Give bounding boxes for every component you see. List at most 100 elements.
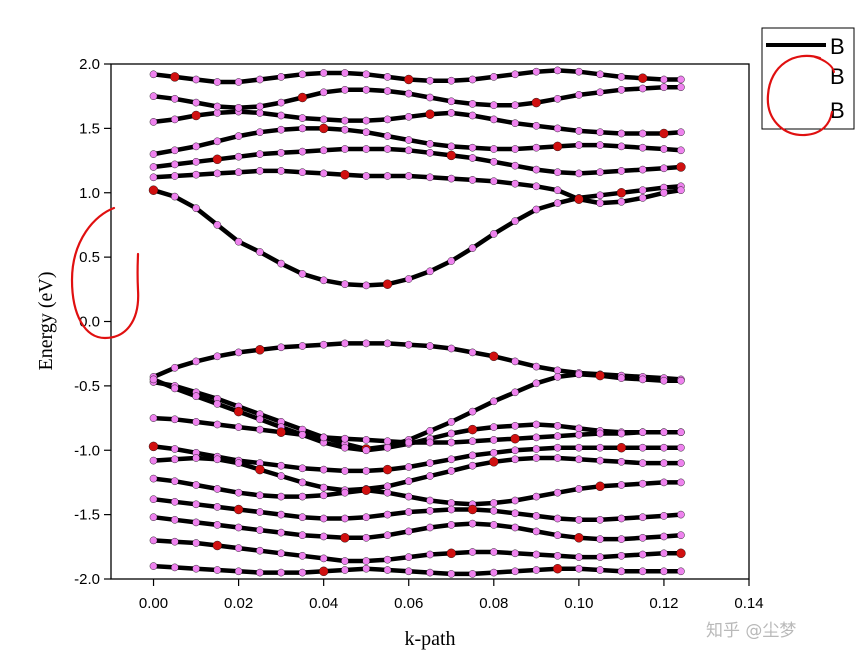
band-marker — [192, 157, 200, 166]
band-marker — [575, 141, 583, 149]
band-marker — [170, 192, 179, 201]
band-marker — [256, 568, 264, 577]
band-marker — [255, 464, 265, 475]
band-marker — [277, 125, 285, 134]
band-marker — [382, 464, 393, 475]
band-marker — [638, 186, 647, 194]
band-marker — [404, 340, 413, 349]
band-marker — [511, 509, 519, 518]
band-marker — [677, 531, 685, 540]
band-marker — [575, 127, 583, 135]
band-marker — [660, 549, 668, 558]
band-marker — [170, 72, 180, 82]
band-marker — [426, 523, 434, 532]
band-marker — [575, 553, 583, 561]
band-marker — [552, 141, 563, 152]
band-marker — [319, 69, 328, 77]
band-marker — [192, 98, 200, 107]
band-marker — [234, 544, 243, 552]
y-tick-label: 2.0 — [79, 56, 100, 73]
band-marker — [596, 566, 604, 574]
band-marker — [233, 504, 244, 515]
band-marker — [638, 550, 647, 559]
x-tick-label: 0.00 — [139, 595, 168, 612]
band-marker — [362, 534, 371, 542]
band-marker — [511, 455, 519, 464]
band-marker — [532, 143, 541, 152]
band-marker — [617, 197, 626, 206]
band-marker — [468, 75, 477, 84]
band-marker — [447, 499, 456, 507]
band-marker — [234, 104, 243, 112]
band-marker — [213, 455, 222, 464]
band-marker — [532, 512, 541, 520]
band-marker — [426, 139, 434, 148]
band-marker — [596, 191, 604, 200]
band-marker — [319, 532, 328, 541]
band-marker — [638, 513, 647, 522]
band-marker — [532, 433, 541, 442]
band-marker — [149, 562, 158, 570]
band-marker — [341, 125, 349, 134]
y-tick-label: 1.5 — [79, 120, 100, 137]
band-marker — [660, 428, 668, 437]
band-marker — [511, 567, 519, 576]
band-marker — [447, 109, 456, 117]
band-marker — [383, 115, 392, 124]
band-marker — [553, 421, 562, 430]
band-marker — [277, 167, 285, 175]
band-marker — [170, 537, 179, 546]
band-marker — [468, 451, 477, 460]
band-marker — [192, 418, 200, 426]
band-marker — [660, 83, 668, 91]
band-marker — [660, 376, 668, 385]
band-marker — [149, 536, 158, 545]
band-marker — [553, 95, 562, 103]
band-marker — [638, 567, 647, 576]
band-marker — [319, 433, 328, 442]
band-marker — [553, 488, 562, 497]
band-marker — [511, 421, 519, 430]
band-marker — [553, 443, 562, 452]
band-marker — [256, 150, 264, 158]
band-marker — [575, 564, 583, 573]
band-marker — [617, 481, 626, 489]
band-marker — [298, 124, 307, 133]
band-marker — [298, 568, 307, 577]
band-marker — [234, 459, 243, 467]
band-marker — [256, 109, 264, 117]
band-marker — [553, 186, 562, 194]
band-marker — [233, 406, 244, 417]
band-marker — [447, 344, 456, 353]
band-marker — [447, 429, 456, 438]
band-marker — [489, 499, 498, 507]
band-marker — [447, 455, 456, 464]
band-marker — [277, 568, 285, 577]
band-marker — [213, 521, 222, 529]
band-marker — [192, 75, 200, 84]
band-marker — [341, 339, 349, 348]
band-marker — [341, 280, 349, 289]
band-marker — [617, 142, 626, 151]
band-marker — [532, 165, 541, 174]
band-marker — [447, 257, 456, 265]
y-tick-label: 0.0 — [79, 314, 100, 331]
band-marker — [170, 160, 179, 169]
band-marker — [149, 173, 158, 182]
band-marker — [574, 194, 584, 204]
band-marker — [660, 443, 668, 452]
band-marker — [383, 555, 392, 564]
band-marker — [148, 441, 159, 452]
band-marker — [319, 554, 328, 563]
band-marker — [319, 340, 328, 349]
band-marker — [234, 423, 243, 431]
band-marker — [277, 472, 285, 480]
band-marker — [468, 437, 477, 446]
band-marker — [447, 174, 456, 183]
band-marker — [468, 111, 477, 120]
band-marker — [383, 339, 392, 348]
band-marker — [149, 495, 158, 504]
band-marker — [677, 128, 685, 136]
band-marker — [383, 488, 392, 497]
band-marker — [404, 553, 413, 561]
